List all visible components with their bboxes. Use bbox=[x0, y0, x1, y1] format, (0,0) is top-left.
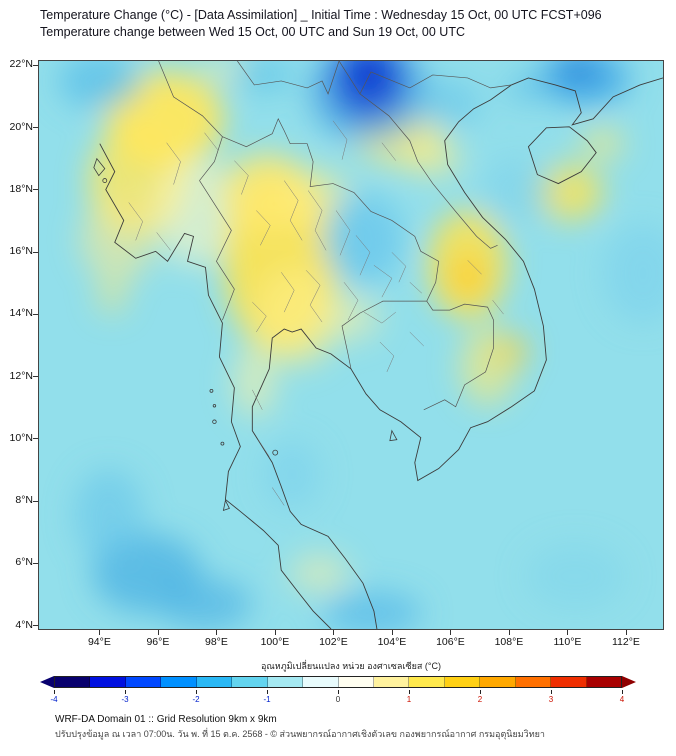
lat-tick-label: 22°N bbox=[9, 58, 33, 71]
colorbar-segment bbox=[55, 677, 91, 687]
colorbar bbox=[54, 676, 622, 688]
colorbar-segment bbox=[90, 677, 126, 687]
lon-axis-tick bbox=[216, 630, 218, 635]
lat-tick-label: 8°N bbox=[15, 494, 33, 507]
lon-axis-tick bbox=[333, 630, 335, 635]
lon-tick-label: 100°E bbox=[260, 636, 290, 648]
colorbar-segment bbox=[409, 677, 445, 687]
lon-tick-label: 110°E bbox=[553, 636, 582, 648]
colorbar-segment bbox=[161, 677, 197, 687]
colorbar-segment bbox=[586, 677, 621, 687]
lon-axis-tick bbox=[450, 630, 452, 635]
colorbar-tick bbox=[125, 690, 126, 694]
colorbar-left-arrow bbox=[40, 676, 54, 688]
lon-axis-tick bbox=[567, 630, 569, 635]
lat-tick-label: 6°N bbox=[15, 556, 33, 569]
colorbar-tick bbox=[551, 690, 552, 694]
colorbar-tick bbox=[622, 690, 623, 694]
lon-axis-tick bbox=[508, 630, 510, 635]
lon-axis-tick bbox=[391, 630, 393, 635]
lat-tick-label: 10°N bbox=[9, 431, 33, 444]
hainan-island bbox=[527, 126, 597, 185]
colorbar-segment bbox=[125, 677, 162, 687]
lat-tick-label: 14°N bbox=[9, 307, 33, 320]
colorbar-tick bbox=[196, 690, 197, 694]
colorbar-tick bbox=[338, 690, 339, 694]
map-svg bbox=[39, 61, 663, 629]
lon-axis-tick bbox=[157, 630, 159, 635]
colorbar-segment bbox=[267, 677, 304, 687]
colorbar-tick bbox=[480, 690, 481, 694]
lon-tick-label: 104°E bbox=[377, 636, 407, 648]
colorbar-tick-label: 0 bbox=[335, 695, 341, 704]
lon-tick-label: 96°E bbox=[146, 636, 170, 648]
coastline bbox=[99, 77, 663, 629]
colorbar-segment bbox=[373, 677, 410, 687]
islands bbox=[93, 157, 398, 512]
colorbar-tick-label: -4 bbox=[50, 695, 58, 704]
province-borders bbox=[128, 120, 504, 506]
title-block: Temperature Change (°C) - [Data Assimila… bbox=[40, 7, 602, 41]
colorbar-segment bbox=[480, 677, 516, 687]
lon-tick-label: 112°E bbox=[611, 636, 640, 648]
colorbar-tick-label: 1 bbox=[406, 695, 412, 704]
colorbar-label: อุณหภูมิเปลี่ยนแปลง หน่วย องศาเซลเซียส (… bbox=[261, 661, 441, 671]
colorbar-tick-label: -3 bbox=[121, 695, 129, 704]
colorbar-tick-label: 3 bbox=[548, 695, 554, 704]
footer-line-2: ปรับปรุงข้อมูล ณ เวลา 07:00น. วัน พ. ที่… bbox=[55, 729, 545, 739]
colorbar-tick bbox=[267, 690, 268, 694]
title-line-2: Temperature change between Wed 15 Oct, 0… bbox=[40, 25, 465, 39]
colorbar-segment bbox=[551, 677, 587, 687]
lon-tick-label: 102°E bbox=[319, 636, 348, 648]
colorbar-segment bbox=[515, 677, 552, 687]
colorbar-segment bbox=[232, 677, 268, 687]
lon-axis-tick bbox=[99, 630, 101, 635]
colorbar-segment bbox=[196, 677, 233, 687]
colorbar-tick bbox=[409, 690, 410, 694]
lat-tick-label: 16°N bbox=[9, 245, 33, 258]
lat-tick-label: 4°N bbox=[15, 618, 33, 631]
colorbar-segment bbox=[444, 677, 481, 687]
lat-tick-label: 20°N bbox=[9, 120, 33, 133]
lon-tick-label: 94°E bbox=[87, 636, 111, 648]
colorbar-tick-label: 4 bbox=[619, 695, 625, 704]
title-line-1: Temperature Change (°C) - [Data Assimila… bbox=[40, 8, 602, 22]
map-area bbox=[38, 60, 664, 630]
lat-tick-label: 18°N bbox=[9, 182, 33, 195]
colorbar-tick-label: -1 bbox=[263, 695, 271, 704]
colorbar-tick-label: 2 bbox=[477, 695, 483, 704]
colorbar-tick bbox=[54, 690, 55, 694]
lon-tick-label: 108°E bbox=[494, 636, 524, 648]
colorbar-right-arrow bbox=[622, 676, 636, 688]
lon-axis-tick bbox=[274, 630, 276, 635]
lon-axis-tick bbox=[625, 630, 627, 635]
footer-block: WRF-DA Domain 01 :: Grid Resolution 9km … bbox=[55, 712, 545, 741]
lat-tick-label: 12°N bbox=[9, 369, 33, 382]
lon-tick-label: 106°E bbox=[436, 636, 465, 648]
footer-line-1: WRF-DA Domain 01 :: Grid Resolution 9km … bbox=[55, 714, 277, 725]
colorbar-tick-label: -2 bbox=[192, 695, 200, 704]
lon-tick-label: 98°E bbox=[204, 636, 228, 648]
colorbar-segment bbox=[338, 677, 374, 687]
colorbar-segment bbox=[303, 677, 339, 687]
country-borders bbox=[158, 61, 512, 411]
